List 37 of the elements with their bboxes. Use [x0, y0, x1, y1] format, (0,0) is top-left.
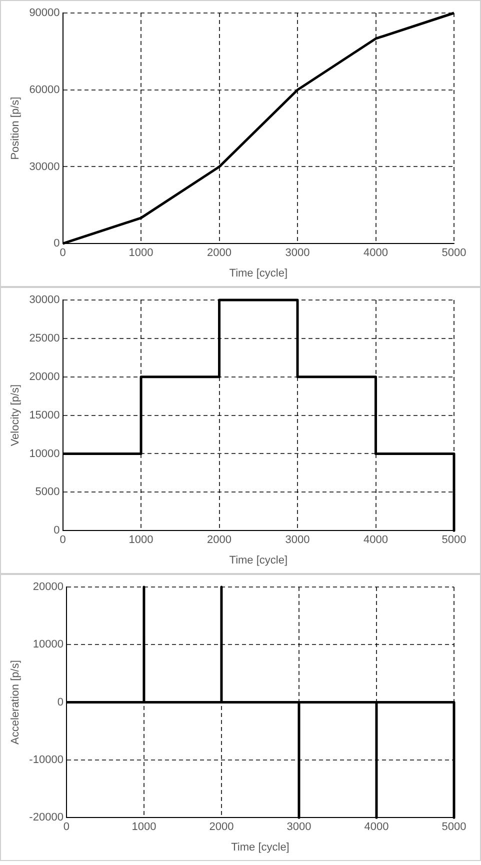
x-tick-label: 5000 [442, 534, 466, 546]
y-tick-label: 0 [57, 696, 64, 708]
y-tick-label: -10000 [29, 754, 64, 766]
y-tick-label: 30000 [29, 294, 60, 306]
x-tick-label: 2000 [207, 534, 232, 546]
y-tick-label: 90000 [29, 7, 60, 20]
x-tick-label: 2000 [207, 247, 232, 260]
x-axis-title: Time [cycle] [229, 267, 288, 280]
x-tick-label: 3000 [285, 534, 310, 546]
y-tick-label: 0 [54, 524, 60, 537]
y-tick-label: 25000 [29, 332, 60, 344]
y-axis-title: Velocity [p/s] [10, 384, 22, 446]
y-tick-label: 0 [54, 238, 60, 250]
x-axis-title: Time [cycle] [229, 554, 288, 566]
x-tick-label: 2000 [209, 821, 234, 834]
x-tick-label: 4000 [364, 247, 388, 260]
x-tick-label: 4000 [364, 534, 388, 546]
y-tick-label: 30000 [29, 160, 60, 173]
x-axis-title: Time [cycle] [231, 841, 290, 854]
y-tick-label: -20000 [29, 812, 64, 824]
x-tick-label: 5000 [442, 821, 466, 834]
y-tick-label: 15000 [29, 409, 60, 422]
y-tick-label: 10000 [29, 448, 60, 460]
y-tick-label: 10000 [32, 638, 64, 651]
y-tick-label: 60000 [29, 84, 60, 96]
y-tick-label: 20000 [32, 581, 64, 594]
x-tick-label: 1000 [132, 821, 156, 834]
x-tick-label: 1000 [128, 534, 154, 546]
x-tick-label: 4000 [364, 821, 389, 834]
y-axis-title: Acceleration [p/s] [10, 660, 22, 744]
y-tick-label: 5000 [35, 486, 60, 498]
y-axis-title: Position [p/s] [10, 96, 22, 160]
x-tick-label: 1000 [128, 247, 154, 260]
y-tick-label: 20000 [29, 370, 60, 383]
x-tick-label: 3000 [285, 247, 310, 260]
x-tick-label: 3000 [286, 821, 312, 834]
x-tick-label: 5000 [442, 247, 466, 260]
